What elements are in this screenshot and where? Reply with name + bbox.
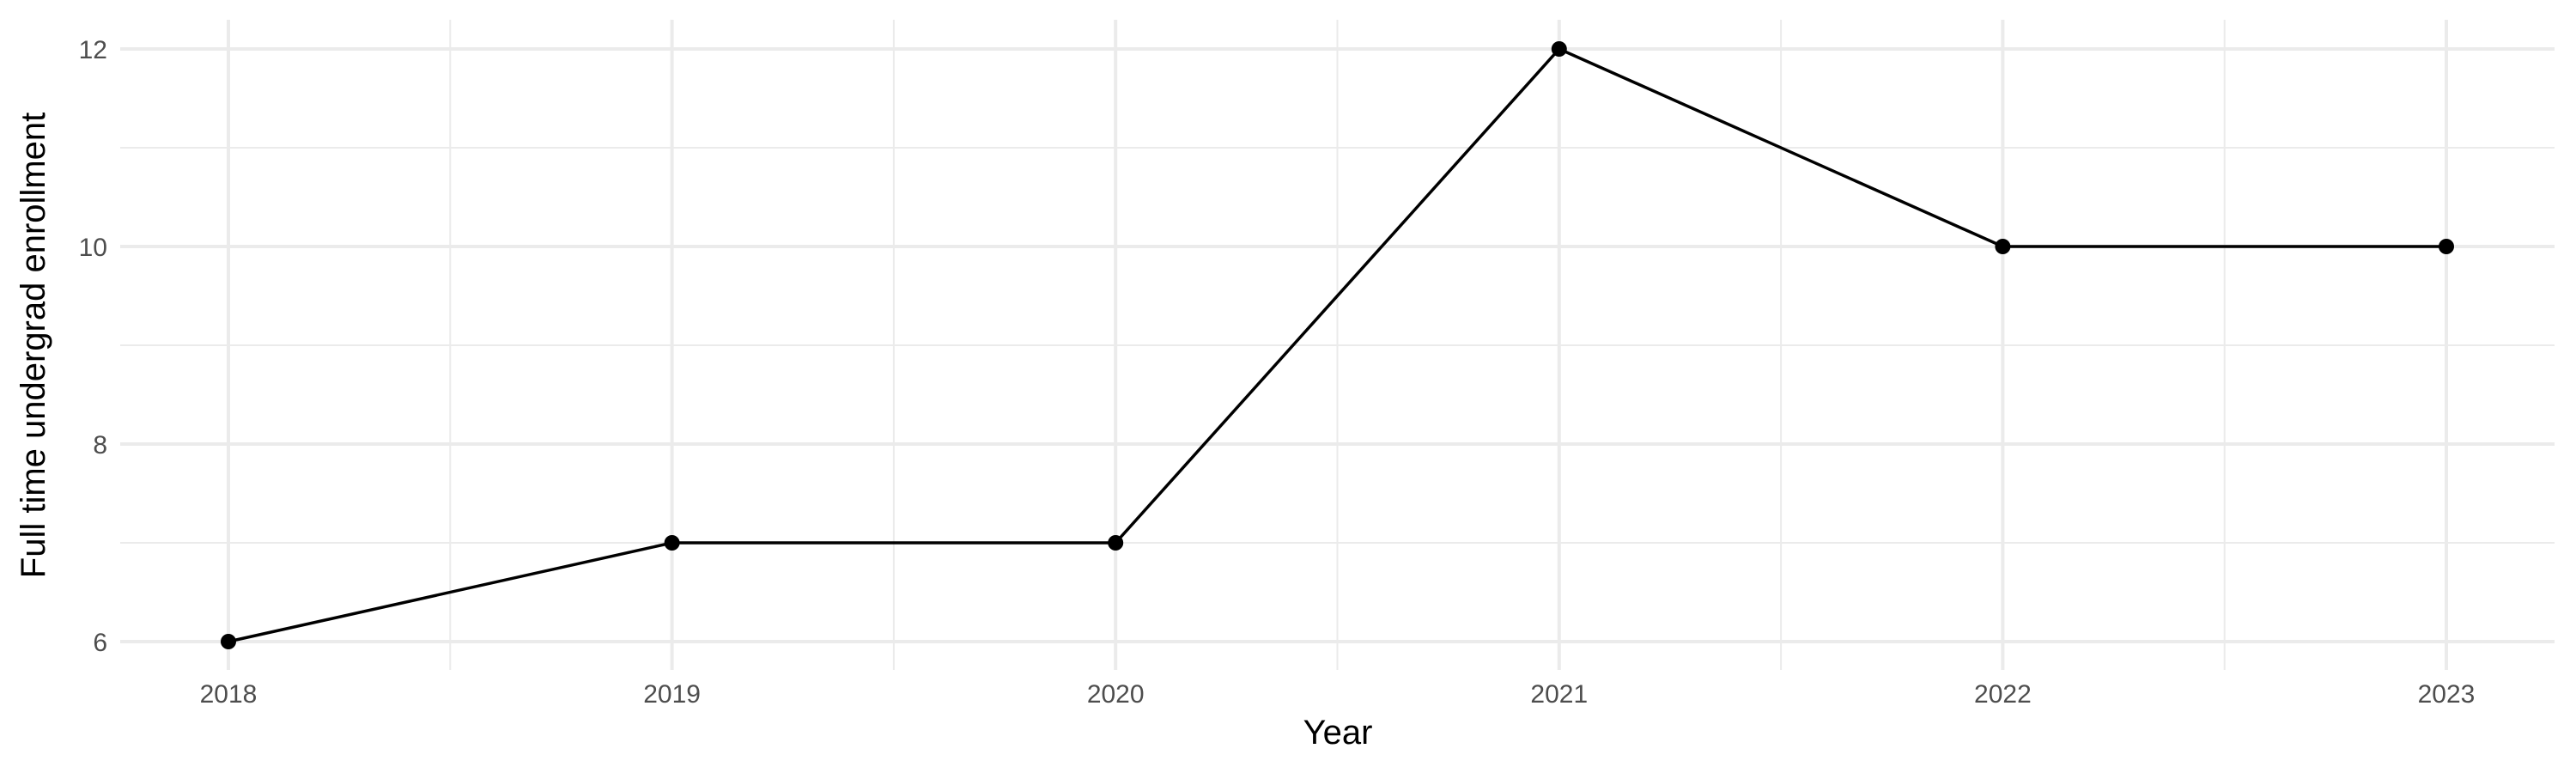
- data-point: [1551, 41, 1567, 57]
- grid: [120, 20, 2555, 670]
- series-points: [221, 41, 2454, 649]
- x-axis-title: Year: [1303, 714, 1373, 752]
- x-tick-label: 2019: [643, 680, 701, 709]
- data-point: [221, 634, 236, 649]
- x-tick-label: 2018: [200, 680, 258, 709]
- y-tick-label: 10: [79, 234, 107, 262]
- y-tick-label: 6: [93, 629, 107, 657]
- series-line-path: [228, 46, 2446, 643]
- x-tick-label: 2022: [1974, 680, 2032, 709]
- x-tick-label: 2021: [1530, 680, 1588, 709]
- x-tick-label: 2020: [1087, 680, 1145, 709]
- x-axis-ticks: 2018 2019 2020 2021 2022 2023: [200, 680, 2476, 709]
- y-axis-title: Full time undergrad enrollment: [15, 113, 52, 578]
- data-point: [2439, 239, 2454, 254]
- data-point: [664, 535, 680, 551]
- y-tick-label: 8: [93, 431, 107, 460]
- data-point: [1108, 535, 1124, 551]
- x-tick-label: 2023: [2418, 680, 2476, 709]
- data-point: [1995, 239, 2011, 254]
- y-tick-label: 12: [79, 36, 107, 64]
- y-axis-ticks: 6 8 10 12: [79, 36, 107, 657]
- series-line: [228, 46, 2446, 643]
